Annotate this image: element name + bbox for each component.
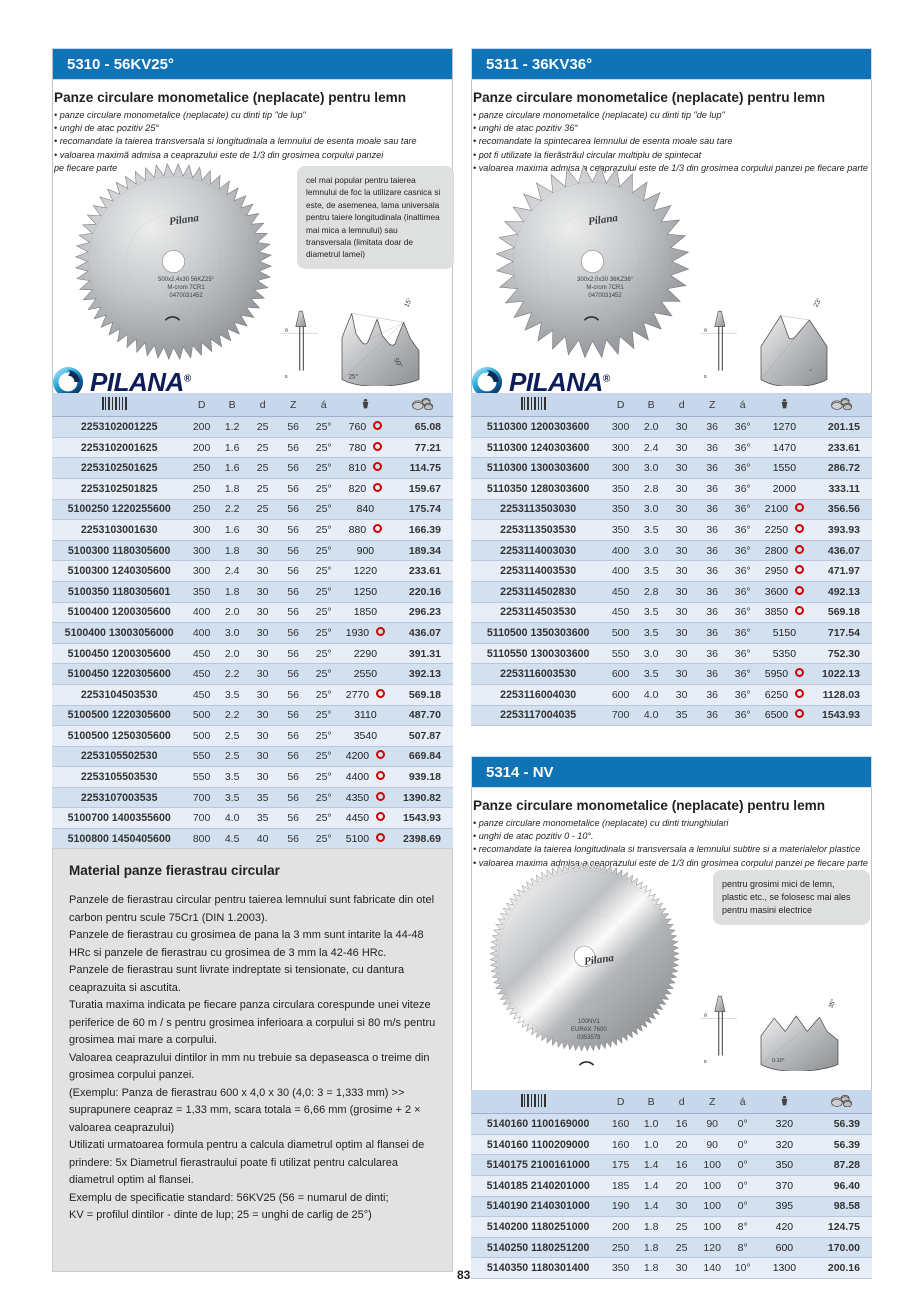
svg-text:35°: 35° — [828, 998, 838, 1010]
svg-text:s: s — [704, 374, 707, 380]
svg-text:s: s — [704, 1059, 707, 1065]
svg-text:23°: 23° — [812, 298, 824, 309]
svg-text:a: a — [285, 327, 289, 333]
svg-text:s: s — [285, 374, 288, 380]
svg-text:a: a — [704, 1012, 708, 1018]
svg-text:a: a — [704, 327, 708, 333]
svg-text:0-10°: 0-10° — [772, 1058, 785, 1064]
svg-text:15°: 15° — [403, 298, 415, 309]
svg-text:25°: 25° — [349, 374, 359, 381]
